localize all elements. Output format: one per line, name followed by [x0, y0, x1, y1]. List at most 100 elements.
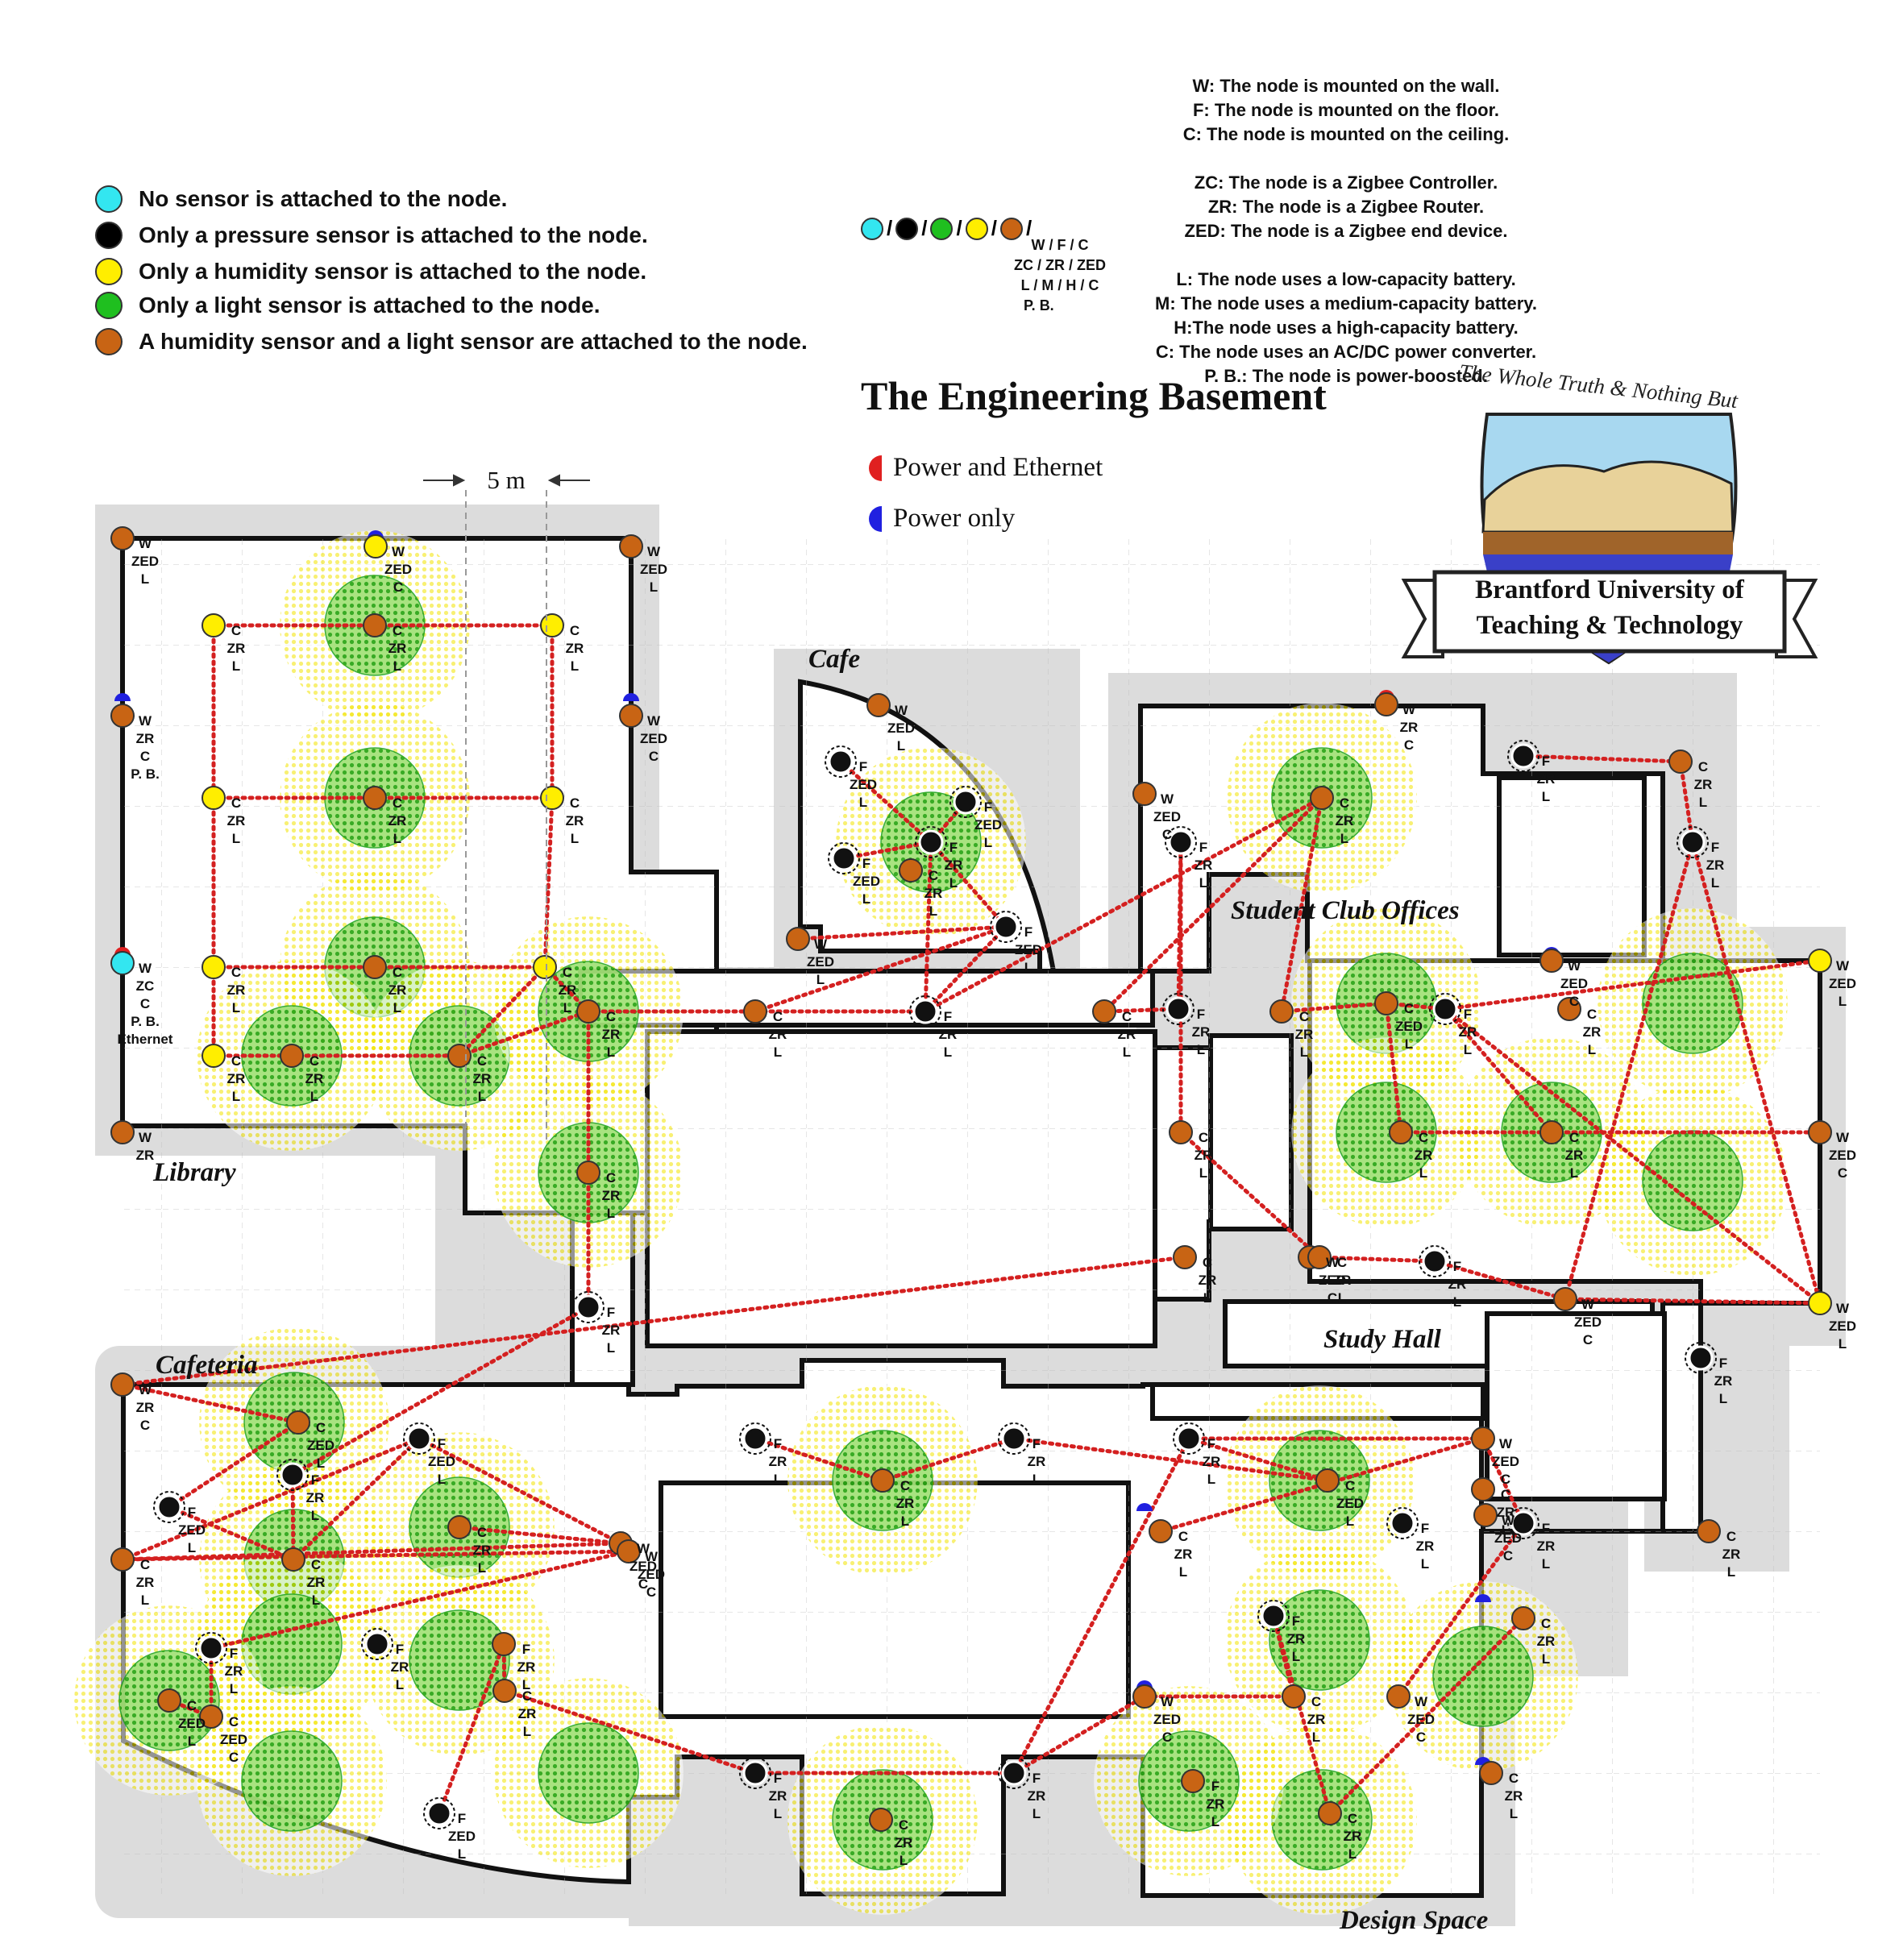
node-label-line: ZED — [640, 562, 667, 577]
network-link — [1678, 759, 1695, 845]
key-sep: / — [887, 216, 893, 240]
sensor-node — [993, 914, 1019, 940]
node-label-line: L — [862, 891, 870, 907]
node-label-line: L — [1348, 1846, 1357, 1862]
sensor-node — [281, 1547, 305, 1572]
node-label-line: ZR — [1714, 1373, 1733, 1389]
node-label-line: ZED — [220, 1732, 247, 1747]
node-label-line: W — [1581, 1297, 1595, 1312]
node-label: C ZR L — [1195, 1130, 1213, 1181]
network-link — [838, 759, 933, 845]
node-label: C ZR L — [559, 965, 577, 1015]
network-link — [1271, 1613, 1332, 1816]
node-label-line: W — [1502, 1513, 1515, 1528]
node-label-line: C — [773, 1009, 783, 1024]
node-key-symbol: / / / / / — [861, 216, 1032, 241]
network-link — [929, 840, 1008, 929]
node-label-line: L — [458, 1846, 466, 1862]
sensor-node — [576, 1161, 600, 1185]
green-dot-icon — [930, 217, 954, 240]
sensor-node — [1261, 1603, 1286, 1629]
node-label-line: C — [140, 996, 150, 1011]
node-label: C ZR L — [1505, 1771, 1523, 1821]
node-label: W ZED L — [887, 703, 915, 754]
node-label-line: F — [1032, 1771, 1041, 1786]
node-label-line: ZR — [1344, 1829, 1362, 1844]
node-label: W ZR — [136, 1130, 155, 1163]
sensor-node — [1479, 1761, 1503, 1785]
room-label-student-club: Student Club Offices — [1231, 896, 1460, 925]
node-label-line: L — [859, 795, 867, 810]
node-label-line: L — [563, 1000, 571, 1015]
node-label: C ZR L — [896, 1478, 915, 1529]
node-label-line: ZR — [136, 1575, 155, 1590]
key-note: C: The node is mounted on the ceiling. — [1182, 124, 1510, 144]
sensor-node — [742, 1426, 768, 1451]
node-label-line: L — [393, 658, 401, 674]
node-label: F ZED L — [1015, 924, 1042, 975]
network-link — [1443, 958, 1822, 1011]
sensor-node — [286, 1410, 310, 1435]
sensor-node — [1539, 1120, 1564, 1144]
legend-item-light: Only a light sensor is attached to the n… — [95, 292, 600, 319]
node-label: C ZR L — [1307, 1694, 1326, 1745]
key-note: L: The node uses a low-capacity battery. — [1176, 269, 1516, 289]
sensor-node — [364, 534, 388, 559]
node-label-line: ZED — [1492, 1454, 1519, 1469]
floor-node-ring — [949, 786, 982, 818]
floor-node-ring — [572, 1291, 605, 1323]
node-label-line: ZR — [1505, 1788, 1523, 1804]
node-label-line: ZR — [939, 1027, 958, 1042]
sensor-node — [1511, 1606, 1535, 1630]
node-label-line: ZED — [1574, 1314, 1602, 1330]
node-label-line: C — [1203, 1255, 1212, 1270]
node-label-line: ZC — [136, 978, 155, 994]
node-label: C ZR L — [388, 795, 407, 846]
node-label: C ZR L — [307, 1557, 326, 1608]
node-labels: W ZED L W ZED C W ZED L C ZR L C ZR L C ZR L W ZR C P. B. W ZED… — [118, 536, 1856, 1868]
floor-node-ring — [909, 995, 941, 1028]
floor-node-ring — [153, 1491, 185, 1523]
floor-node-ring — [998, 1422, 1030, 1455]
node-label-line: C — [231, 795, 241, 811]
node-label-line: ZR — [306, 1490, 325, 1505]
sensor-node — [110, 1547, 135, 1572]
black-dot-icon — [895, 217, 919, 240]
node-label: W ZR C — [136, 1382, 155, 1433]
node-label: W ZED L — [640, 544, 667, 595]
node-label-line: C — [1162, 1730, 1172, 1745]
node-label-line: ZED — [638, 1567, 665, 1582]
floor-node-ring — [195, 1632, 227, 1664]
node-label-line: ZR — [566, 641, 584, 656]
key-code-line: ZC / ZR / ZED — [1014, 257, 1106, 273]
sensor-node — [157, 1688, 181, 1713]
node-label-line: L — [1502, 1522, 1510, 1538]
node-label-line: W — [647, 713, 661, 729]
node-markers — [110, 526, 1832, 1832]
node-label-line: ZED — [1319, 1273, 1346, 1288]
legend-item-pressure: Only a pressure sensor is attached to th… — [95, 222, 648, 249]
node-label-line: L — [949, 875, 958, 891]
node-label-line: W — [1836, 958, 1850, 974]
node-label-line: C — [1122, 1009, 1132, 1024]
floor-node-ring — [1257, 1600, 1290, 1632]
node-label-line: C — [393, 579, 403, 595]
node-label-line: L — [1727, 1564, 1735, 1580]
node-label-line: L — [1199, 875, 1207, 891]
sensor-node — [540, 786, 564, 810]
key-note: ZR: The node is a Zigbee Router. — [1207, 197, 1485, 217]
node-label-line: F — [1197, 1007, 1205, 1022]
node-label-line: W — [1415, 1694, 1428, 1709]
node-label: F ZR L — [306, 1472, 325, 1523]
network-link — [753, 1436, 885, 1483]
sensor-node — [575, 1294, 601, 1320]
node-label-line: ZED — [307, 1438, 334, 1453]
sensor-node — [156, 1494, 182, 1520]
node-label-line: C — [1178, 1529, 1188, 1544]
node-label-line: ZR — [136, 1400, 155, 1415]
floor-node-ring — [276, 1459, 309, 1491]
key-notes: W: The node is mounted on the wall. F: T… — [1120, 74, 1572, 388]
sensor-node — [1173, 1245, 1197, 1269]
node-label-line: F — [1207, 1436, 1215, 1451]
sensor-node — [870, 1468, 895, 1493]
